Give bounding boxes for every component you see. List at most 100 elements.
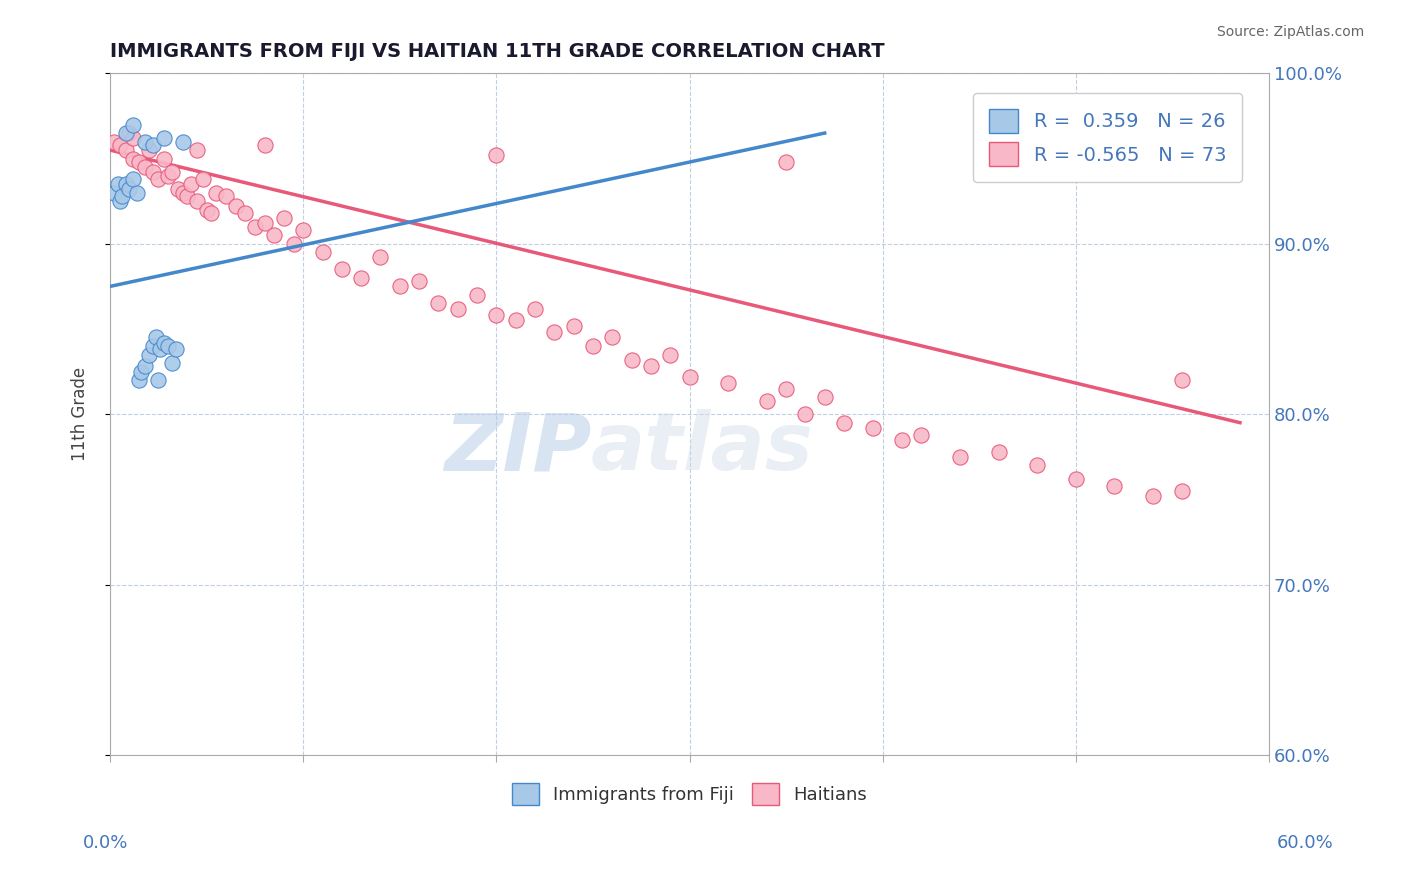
Point: [755, 393, 778, 408]
Point: [156, 339, 179, 353]
Point: [186, 143, 208, 157]
Point: [149, 343, 172, 357]
Point: [600, 330, 623, 344]
Point: [114, 143, 136, 157]
Point: [180, 177, 202, 191]
Point: [142, 138, 165, 153]
Point: [153, 131, 176, 145]
Point: [153, 152, 176, 166]
Point: [814, 390, 837, 404]
Point: [108, 138, 131, 153]
Point: [233, 206, 256, 220]
Point: [165, 343, 187, 357]
Point: [562, 318, 585, 333]
Point: [794, 407, 817, 421]
Point: [145, 330, 167, 344]
Point: [350, 271, 373, 285]
Point: [253, 138, 276, 153]
Point: [253, 216, 276, 230]
Point: [176, 189, 198, 203]
Y-axis label: 11th Grade: 11th Grade: [72, 368, 89, 461]
Point: [134, 359, 156, 374]
Point: [1064, 472, 1087, 486]
Point: [949, 450, 972, 464]
Point: [156, 169, 179, 183]
Point: [108, 194, 131, 209]
Point: [505, 313, 527, 327]
Point: [910, 427, 932, 442]
Point: [103, 135, 125, 149]
Point: [292, 223, 315, 237]
Point: [172, 135, 194, 149]
Point: [191, 172, 214, 186]
Point: [1026, 458, 1049, 473]
Point: [832, 416, 855, 430]
Point: [225, 199, 247, 213]
Point: [1142, 489, 1164, 503]
Text: 60.0%: 60.0%: [1277, 834, 1333, 852]
Point: [200, 206, 222, 220]
Point: [142, 165, 165, 179]
Point: [243, 219, 266, 234]
Point: [659, 347, 682, 361]
Point: [543, 326, 565, 340]
Point: [118, 182, 141, 196]
Point: [127, 186, 149, 200]
Point: [775, 155, 797, 169]
Point: [678, 369, 700, 384]
Point: [186, 194, 208, 209]
Point: [122, 172, 145, 186]
Point: [330, 262, 353, 277]
Point: [1104, 479, 1126, 493]
Point: [447, 301, 470, 316]
Point: [311, 245, 333, 260]
Text: Source: ZipAtlas.com: Source: ZipAtlas.com: [1216, 25, 1364, 39]
Point: [862, 421, 884, 435]
Point: [408, 274, 430, 288]
Point: [717, 376, 740, 391]
Text: atlas: atlas: [591, 409, 814, 487]
Point: [160, 356, 183, 370]
Point: [215, 189, 238, 203]
Point: [138, 347, 160, 361]
Point: [427, 296, 450, 310]
Point: [103, 186, 125, 200]
Point: [1171, 483, 1194, 498]
Point: [485, 148, 508, 162]
Point: [205, 186, 228, 200]
Point: [987, 444, 1010, 458]
Point: [148, 172, 170, 186]
Point: [485, 309, 508, 323]
Point: [142, 339, 165, 353]
Point: [640, 359, 662, 374]
Point: [263, 228, 285, 243]
Text: ZIP: ZIP: [444, 409, 591, 487]
Point: [111, 189, 134, 203]
Point: [160, 165, 183, 179]
Point: [122, 131, 145, 145]
Point: [122, 118, 145, 132]
Point: [129, 365, 152, 379]
Point: [172, 186, 194, 200]
Point: [775, 382, 797, 396]
Point: [148, 373, 170, 387]
Point: [166, 182, 188, 196]
Point: [465, 288, 488, 302]
Point: [134, 160, 156, 174]
Text: 0.0%: 0.0%: [83, 834, 128, 852]
Point: [388, 279, 411, 293]
Legend: Immigrants from Fiji, Haitians: Immigrants from Fiji, Haitians: [502, 774, 876, 814]
Point: [273, 211, 295, 226]
Text: IMMIGRANTS FROM FIJI VS HAITIAN 11TH GRADE CORRELATION CHART: IMMIGRANTS FROM FIJI VS HAITIAN 11TH GRA…: [110, 42, 884, 61]
Point: [128, 155, 150, 169]
Point: [134, 135, 156, 149]
Point: [114, 126, 136, 140]
Point: [153, 335, 176, 350]
Point: [283, 236, 305, 251]
Point: [138, 143, 160, 157]
Point: [118, 126, 141, 140]
Point: [620, 352, 643, 367]
Point: [891, 433, 914, 447]
Point: [370, 251, 392, 265]
Point: [122, 152, 145, 166]
